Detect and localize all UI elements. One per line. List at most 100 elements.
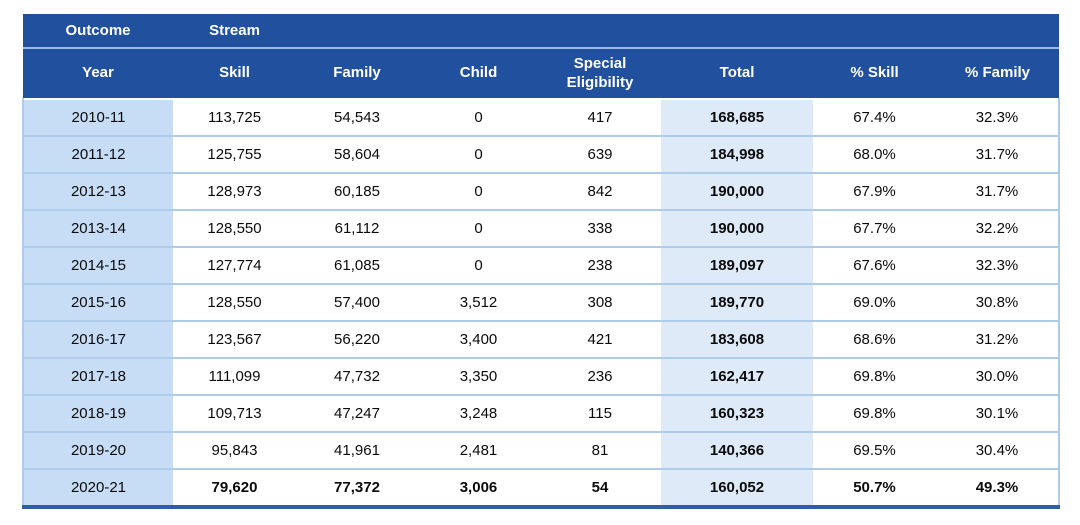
- col-header-special-eligibility: Special Eligibility: [539, 48, 661, 99]
- skill-cell: 95,843: [173, 431, 296, 469]
- special-eligibility-cell: 308: [539, 283, 661, 321]
- family-cell: 61,112: [296, 209, 418, 247]
- table-row: 2011-12 125,755 58,604 0 639 184,998 68.0% 31.7…: [22, 135, 1060, 173]
- pct-skill-cell: 67.4%: [813, 98, 936, 136]
- total-cell: 190,000: [661, 209, 813, 247]
- table-row: 2012-13 128,973 60,185 0 842 190,000 67.9% 31.7…: [22, 172, 1060, 210]
- skill-cell: 128,973: [173, 172, 296, 210]
- table-row: 2020-21 79,620 77,372 3,006 54 160,052 50.7% 49…: [22, 468, 1060, 507]
- total-cell: 189,097: [661, 246, 813, 284]
- skill-cell: 79,620: [173, 468, 296, 507]
- family-cell: 47,732: [296, 357, 418, 395]
- total-cell: 189,770: [661, 283, 813, 321]
- total-cell: 190,000: [661, 172, 813, 210]
- total-cell: 160,323: [661, 394, 813, 432]
- family-cell: 47,247: [296, 394, 418, 432]
- child-cell: 0: [418, 246, 539, 284]
- year-cell: 2010-11: [22, 98, 173, 136]
- pct-family-cell: 31.7%: [936, 135, 1060, 173]
- child-cell: 3,006: [418, 468, 539, 507]
- total-cell: 184,998: [661, 135, 813, 173]
- year-cell: 2020-21: [22, 468, 173, 507]
- table-row: 2015-16 128,550 57,400 3,512 308 189,770 69.0%…: [22, 283, 1060, 321]
- table-row: 2010-11 113,725 54,543 0 417 168,685 67.4% 32.3…: [22, 98, 1060, 136]
- skill-cell: 123,567: [173, 320, 296, 358]
- pct-skill-cell: 67.9%: [813, 172, 936, 210]
- outcomes-table-container: Outcome Stream Year Skill Family Child S…: [22, 14, 1060, 509]
- pct-skill-cell: 67.7%: [813, 209, 936, 247]
- pct-family-cell: 30.8%: [936, 283, 1060, 321]
- table-row: 2019-20 95,843 41,961 2,481 81 140,366 69.5% 30…: [22, 431, 1060, 469]
- pct-skill-cell: 69.0%: [813, 283, 936, 321]
- child-cell: 0: [418, 135, 539, 173]
- skill-cell: 111,099: [173, 357, 296, 395]
- column-header-row: Year Skill Family Child Special Eligibil…: [23, 48, 1059, 99]
- family-cell: 61,085: [296, 246, 418, 284]
- pct-skill-cell: 69.8%: [813, 357, 936, 395]
- family-cell: 54,543: [296, 98, 418, 136]
- family-cell: 58,604: [296, 135, 418, 173]
- group-header-spacer: [296, 14, 1059, 49]
- special-eligibility-cell: 81: [539, 431, 661, 469]
- skill-cell: 109,713: [173, 394, 296, 432]
- pct-family-cell: 31.2%: [936, 320, 1060, 358]
- total-cell: 183,608: [661, 320, 813, 358]
- table-row: 2014-15 127,774 61,085 0 238 189,097 67.6% 32.3…: [22, 246, 1060, 284]
- pct-skill-cell: 69.8%: [813, 394, 936, 432]
- child-cell: 3,512: [418, 283, 539, 321]
- pct-family-cell: 32.3%: [936, 98, 1060, 136]
- pct-family-cell: 30.1%: [936, 394, 1060, 432]
- skill-cell: 125,755: [173, 135, 296, 173]
- pct-skill-cell: 50.7%: [813, 468, 936, 507]
- child-cell: 0: [418, 98, 539, 136]
- pct-family-cell: 32.3%: [936, 246, 1060, 284]
- special-eligibility-cell: 236: [539, 357, 661, 395]
- year-cell: 2015-16: [22, 283, 173, 321]
- pct-skill-cell: 69.5%: [813, 431, 936, 469]
- group-header-outcome: Outcome: [23, 14, 173, 49]
- group-header-stream: Stream: [173, 14, 296, 49]
- child-cell: 3,400: [418, 320, 539, 358]
- year-cell: 2016-17: [22, 320, 173, 358]
- year-cell: 2011-12: [22, 135, 173, 173]
- family-cell: 77,372: [296, 468, 418, 507]
- child-cell: 3,248: [418, 394, 539, 432]
- table-body: 2010-11 113,725 54,543 0 417 168,685 67.4% 32.3…: [22, 98, 1060, 507]
- pct-family-cell: 49.3%: [936, 468, 1060, 507]
- year-cell: 2017-18: [22, 357, 173, 395]
- col-header-child: Child: [418, 48, 539, 99]
- special-eligibility-cell: 417: [539, 98, 661, 136]
- special-eligibility-cell: 338: [539, 209, 661, 247]
- outcomes-by-stream-table: Outcome Stream Year Skill Family Child S…: [22, 14, 1060, 509]
- skill-cell: 127,774: [173, 246, 296, 284]
- child-cell: 3,350: [418, 357, 539, 395]
- table-row: 2013-14 128,550 61,112 0 338 190,000 67.7% 32.2…: [22, 209, 1060, 247]
- pct-skill-cell: 68.6%: [813, 320, 936, 358]
- family-cell: 56,220: [296, 320, 418, 358]
- total-cell: 168,685: [661, 98, 813, 136]
- year-cell: 2019-20: [22, 431, 173, 469]
- table-row: 2017-18 111,099 47,732 3,350 236 162,417 69.8%…: [22, 357, 1060, 395]
- col-header-family: Family: [296, 48, 418, 99]
- col-header-pct-skill: % Skill: [813, 48, 936, 99]
- special-eligibility-cell: 639: [539, 135, 661, 173]
- special-eligibility-cell: 238: [539, 246, 661, 284]
- year-cell: 2012-13: [22, 172, 173, 210]
- pct-family-cell: 31.7%: [936, 172, 1060, 210]
- col-header-total: Total: [661, 48, 813, 99]
- special-eligibility-cell: 115: [539, 394, 661, 432]
- year-cell: 2014-15: [22, 246, 173, 284]
- group-header-row: Outcome Stream: [23, 14, 1059, 49]
- total-cell: 162,417: [661, 357, 813, 395]
- year-cell: 2013-14: [22, 209, 173, 247]
- pct-family-cell: 30.4%: [936, 431, 1060, 469]
- skill-cell: 113,725: [173, 98, 296, 136]
- skill-cell: 128,550: [173, 283, 296, 321]
- child-cell: 0: [418, 209, 539, 247]
- pct-family-cell: 32.2%: [936, 209, 1060, 247]
- table-row: 2016-17 123,567 56,220 3,400 421 183,608 68.6%…: [22, 320, 1060, 358]
- total-cell: 160,052: [661, 468, 813, 507]
- year-cell: 2018-19: [22, 394, 173, 432]
- total-cell: 140,366: [661, 431, 813, 469]
- pct-skill-cell: 68.0%: [813, 135, 936, 173]
